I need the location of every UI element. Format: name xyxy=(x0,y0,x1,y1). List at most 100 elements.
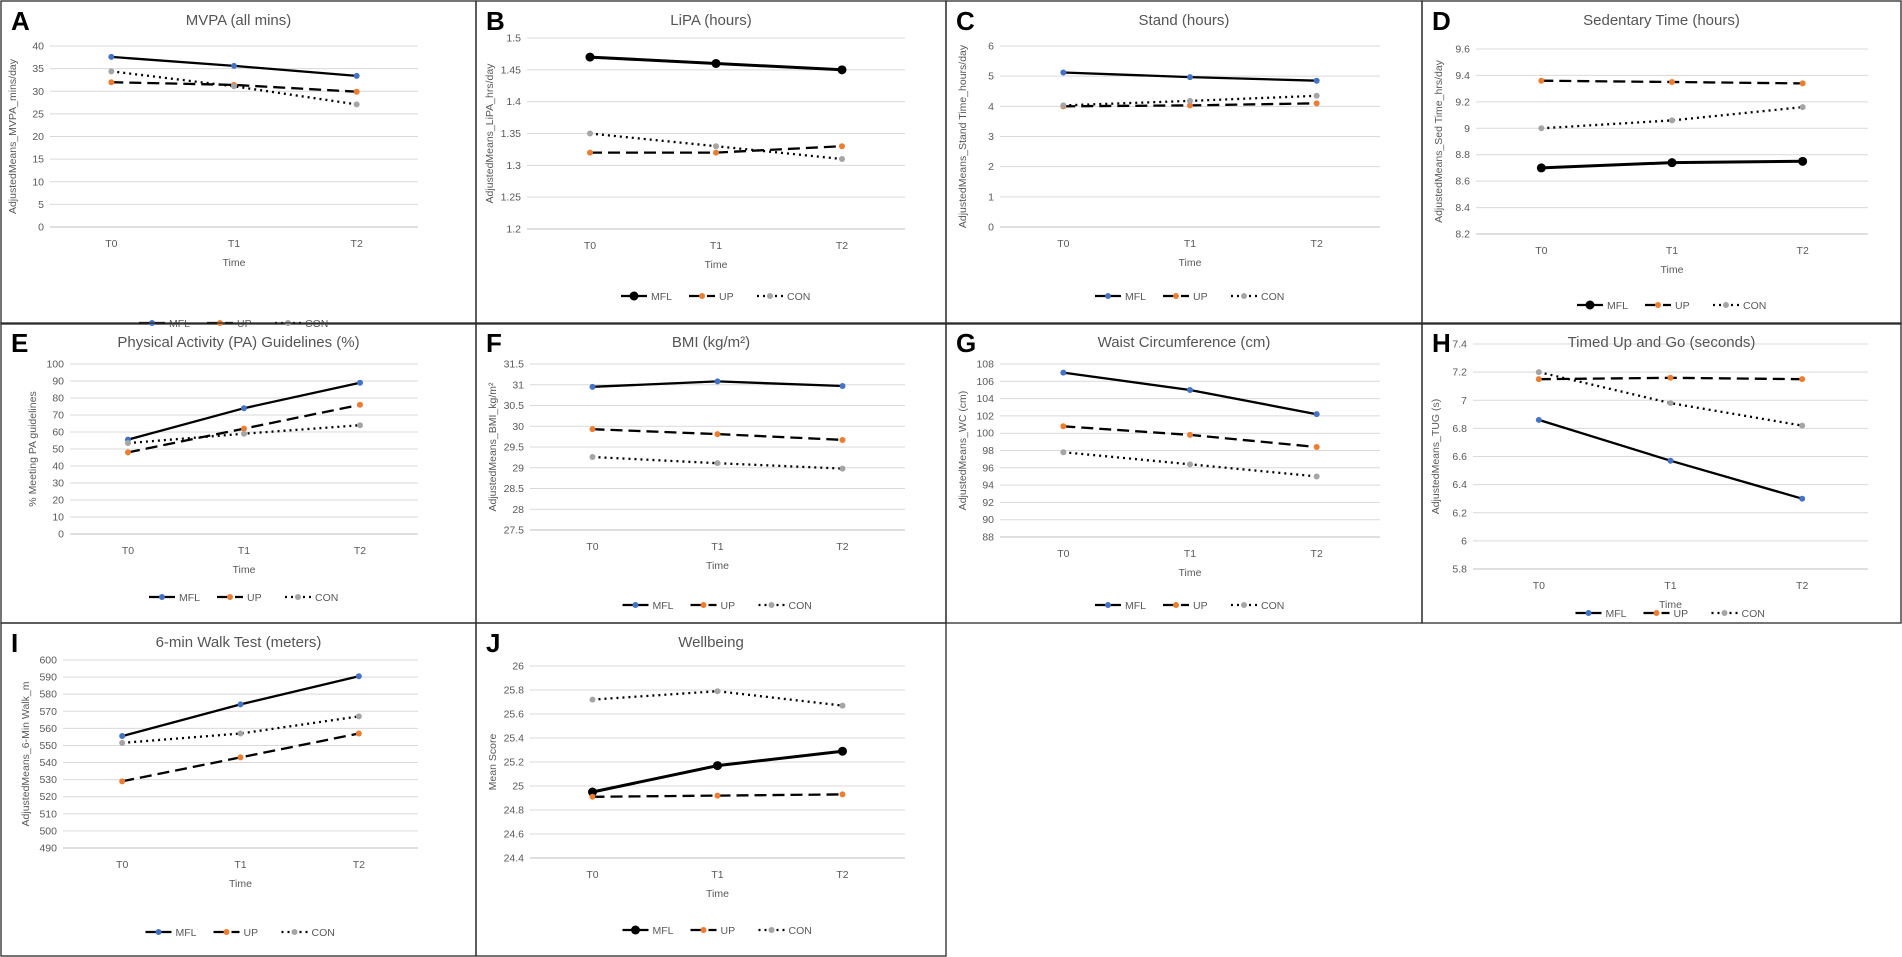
y-tick-label: 490 xyxy=(39,843,57,855)
legend-marker-con xyxy=(1241,293,1247,299)
y-tick-label: 6.4 xyxy=(1452,479,1467,491)
series-line-up xyxy=(121,732,360,783)
data-point-mfl xyxy=(714,378,721,385)
legend-label-mfl: MFL xyxy=(653,600,674,612)
panel-frame xyxy=(1421,0,1902,325)
data-point-con xyxy=(839,155,845,162)
panel-frame xyxy=(0,622,477,957)
legend-label-mfl: MFL xyxy=(653,925,674,937)
legend-label-mfl: MFL xyxy=(1125,291,1146,303)
data-point-con xyxy=(1799,104,1806,111)
y-tick-label: 7.4 xyxy=(1452,339,1467,351)
legend-label-up: UP xyxy=(1674,608,1689,620)
y-tick-label: 1.25 xyxy=(501,192,522,204)
x-tick-label: T0 xyxy=(584,240,596,252)
y-tick-label: 1.3 xyxy=(506,160,521,172)
data-point-con xyxy=(1187,97,1193,104)
panel-h: 5.8 6 6.2 6.4 6.6 6.8 7 7.2 7.4 T0 T1 T2 Time Adjuste… xyxy=(1421,322,1902,624)
y-tick-label: 0 xyxy=(58,529,64,541)
legend-marker-mfl xyxy=(1105,293,1111,299)
x-tick-label: T2 xyxy=(351,238,363,250)
y-tick-label: 7 xyxy=(1461,395,1467,407)
y-axis-title: Mean Score xyxy=(487,734,499,791)
y-tick-label: 570 xyxy=(39,706,57,718)
data-point-con xyxy=(357,422,363,429)
chart-title: 6-min Walk Test (meters) xyxy=(156,634,322,651)
data-point-up xyxy=(1187,431,1193,438)
x-tick-label: T2 xyxy=(836,541,848,553)
legend-label-up: UP xyxy=(1193,600,1208,612)
legend-label-con: CON xyxy=(305,318,328,330)
x-tick-label: T1 xyxy=(711,869,723,881)
legend-marker-mfl xyxy=(1585,610,1592,616)
x-tick-label: T1 xyxy=(238,545,250,557)
series-line-up xyxy=(592,793,843,798)
y-axis-title: % Meeting PA guidelines xyxy=(27,391,39,506)
y-tick-label: 24.8 xyxy=(504,805,525,817)
y-tick-label: 96 xyxy=(982,462,994,474)
data-point-con xyxy=(1060,449,1067,456)
y-tick-label: 9.4 xyxy=(1455,70,1470,82)
y-tick-label: 550 xyxy=(39,740,57,752)
data-point-up xyxy=(108,79,115,86)
data-point-mfl xyxy=(353,72,360,79)
y-tick-label: 5 xyxy=(38,199,44,211)
x-tick-label: T2 xyxy=(353,859,365,871)
panel-letter: A xyxy=(11,6,30,36)
panel-letter: D xyxy=(1432,6,1451,36)
x-tick-label: T1 xyxy=(1184,238,1196,250)
legend-label-up: UP xyxy=(247,592,262,604)
data-point-mfl xyxy=(713,761,722,771)
legend-marker-up xyxy=(699,293,705,299)
x-tick-label: T0 xyxy=(586,869,598,881)
chart-title: Stand (hours) xyxy=(1139,12,1230,29)
legend-marker-mfl xyxy=(1105,602,1111,608)
data-point-mfl xyxy=(1799,495,1806,502)
data-point-con xyxy=(589,453,596,460)
y-tick-label: 25.8 xyxy=(504,685,525,697)
panel-b: 1.2 1.25 1.3 1.35 1.4 1.45 1.5 T0 T1 T2 Time Adjust… xyxy=(475,0,947,325)
legend-label-up: UP xyxy=(721,925,736,937)
y-tick-label: 0 xyxy=(988,222,994,234)
data-point-up xyxy=(1799,80,1806,87)
x-tick-label: T2 xyxy=(1796,580,1808,592)
panel-letter: B xyxy=(486,6,505,36)
chart-title: Wellbeing xyxy=(678,634,744,651)
legend-marker-con xyxy=(291,929,298,935)
x-tick-label: T0 xyxy=(105,238,117,250)
y-tick-label: 600 xyxy=(39,655,57,667)
y-axis-title: AdjustedMeans_6-Min Walk_m xyxy=(20,681,32,826)
y-axis-title: AdjustedMeans_LiPA_hrs/day xyxy=(484,63,496,204)
x-axis-title: Time xyxy=(1659,599,1682,611)
data-point-mfl xyxy=(588,787,597,797)
legend-label-mfl: MFL xyxy=(1606,608,1627,620)
panel-frame xyxy=(945,0,1423,325)
panel-c: 0 1 2 3 4 5 6 T0 T1 T2 Time AdjustedMeans_Stand Tim… xyxy=(945,0,1423,325)
data-point-con xyxy=(714,688,721,695)
data-point-mfl xyxy=(1313,411,1320,418)
y-tick-label: 1.45 xyxy=(501,64,522,76)
chart-title: Waist Circumference (cm) xyxy=(1098,334,1271,351)
y-tick-label: 580 xyxy=(39,689,57,701)
legend-label-mfl: MFL xyxy=(651,291,672,303)
panel-letter: I xyxy=(11,628,18,658)
legend-label-mfl: MFL xyxy=(179,592,200,604)
chart-title: Physical Activity (PA) Guidelines (%) xyxy=(117,334,359,351)
data-point-con xyxy=(1669,117,1675,124)
x-tick-label: T0 xyxy=(586,541,598,553)
series-line-con xyxy=(122,715,359,745)
y-tick-label: 108 xyxy=(976,359,994,371)
panel-frame xyxy=(1421,322,1902,624)
y-tick-label: 100 xyxy=(976,428,994,440)
panel-j: 24.4 24.6 24.8 25 25.2 25.4 25.6 25.8 26 T0 T1 T2 Ti… xyxy=(475,622,947,957)
y-tick-label: 1.4 xyxy=(506,96,521,108)
x-axis-title: Time xyxy=(223,257,246,269)
legend-label-up: UP xyxy=(237,318,252,330)
x-axis-title: Time xyxy=(705,259,728,271)
legend-label-con: CON xyxy=(787,291,810,303)
y-tick-label: 8.4 xyxy=(1455,202,1470,214)
legend-marker-con xyxy=(1723,302,1729,308)
y-tick-label: 98 xyxy=(982,445,994,457)
data-point-con xyxy=(714,460,721,467)
legend-label-mfl: MFL xyxy=(1125,600,1146,612)
